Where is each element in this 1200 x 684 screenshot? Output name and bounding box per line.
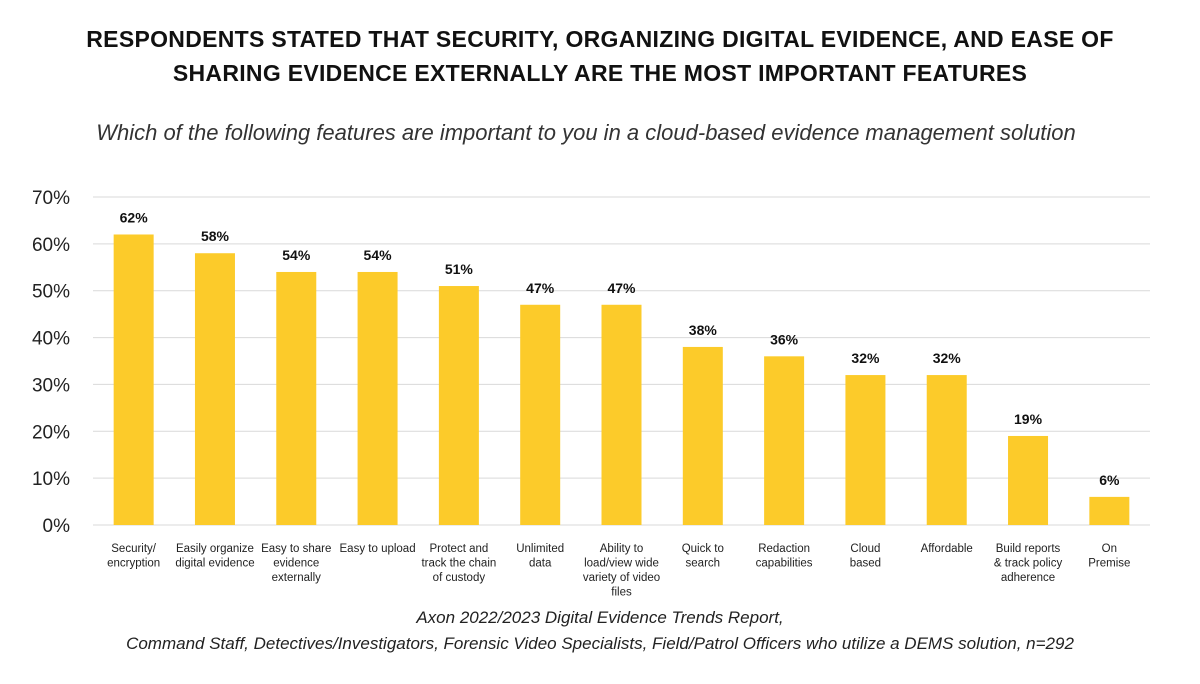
chart-title: RESPONDENTS STATED THAT SECURITY, ORGANI… (0, 22, 1200, 90)
bar-9 (764, 356, 805, 525)
data-label-7: 47% (607, 280, 636, 296)
x-tick-label-12: Build reports & track policy adherence (994, 543, 1063, 584)
y-tick-label-30: 30% (32, 375, 70, 396)
y-tick-label-70: 70% (32, 188, 70, 209)
data-label-11: 32% (933, 350, 962, 366)
bar-3 (276, 271, 317, 525)
chart-title-line-1: RESPONDENTS STATED THAT SECURITY, ORGANI… (86, 26, 1114, 52)
x-tick-label-4: Easy to upload (340, 543, 416, 555)
bar-13 (1089, 496, 1130, 525)
y-tick-label-10: 10% (32, 469, 70, 490)
data-label-6: 47% (526, 280, 555, 296)
chart-subtitle: Which of the following features are impo… (96, 120, 1076, 145)
data-label-12: 19% (1014, 411, 1043, 427)
bar-10 (845, 375, 886, 525)
x-tick-label-6: Unlimited data (516, 543, 564, 570)
x-tick-label-11: Affordable (921, 543, 973, 555)
x-tick-label-7: Ability to load/view wide variety of video… (583, 543, 660, 599)
y-tick-label-20: 20% (32, 422, 70, 443)
source-line-1: Axon 2022/2023 Digital Evidence Trends R… (416, 608, 784, 627)
data-label-4: 54% (364, 247, 393, 263)
data-label-3: 54% (282, 247, 311, 263)
x-tick-label-2: Easily organize digital evidence (175, 543, 254, 570)
bar-4 (357, 271, 398, 525)
bar-1 (113, 234, 154, 525)
data-label-8: 38% (689, 322, 718, 338)
y-tick-label-50: 50% (32, 282, 70, 303)
source-line-2: Command Staff, Detectives/Investigators,… (126, 634, 1074, 653)
x-tick-label-5: Protect and track the chain of custody (421, 543, 496, 584)
bar-12 (1008, 435, 1049, 525)
data-label-13: 6% (1099, 472, 1120, 488)
data-label-2: 58% (201, 228, 230, 244)
bar-6 (520, 304, 561, 525)
data-label-1: 62% (120, 209, 149, 225)
source-note: Axon 2022/2023 Digital Evidence Trends R… (0, 605, 1200, 657)
x-tick-label-8: Quick to search (682, 543, 724, 570)
bar-11 (926, 375, 967, 525)
x-tick-label-10: Cloud based (850, 543, 881, 570)
x-tick-label-3: Easy to share evidence externally (261, 543, 331, 584)
data-label-5: 51% (445, 261, 474, 277)
bar-7 (601, 304, 642, 525)
y-tick-label-40: 40% (32, 329, 70, 350)
bar-5 (438, 286, 479, 525)
y-tick-label-60: 60% (32, 235, 70, 256)
y-tick-label-0: 0% (43, 516, 71, 537)
x-tick-label-1: Security/encryption (107, 543, 160, 570)
x-tick-label-13: On Premise (1088, 543, 1130, 570)
bar-chart: 0% 10% 20% 30% 40% 50% 60% 70% 62% Security/encry… (32, 188, 1150, 599)
chart-title-line-2: SHARING EVIDENCE EXTERNALLY ARE THE MOST… (172, 60, 1028, 86)
x-tick-label-9: Redaction capabilities (756, 543, 813, 570)
data-label-9: 36% (770, 331, 799, 347)
bar-8 (682, 346, 723, 525)
bar-2 (194, 253, 235, 525)
data-label-10: 32% (851, 350, 880, 366)
